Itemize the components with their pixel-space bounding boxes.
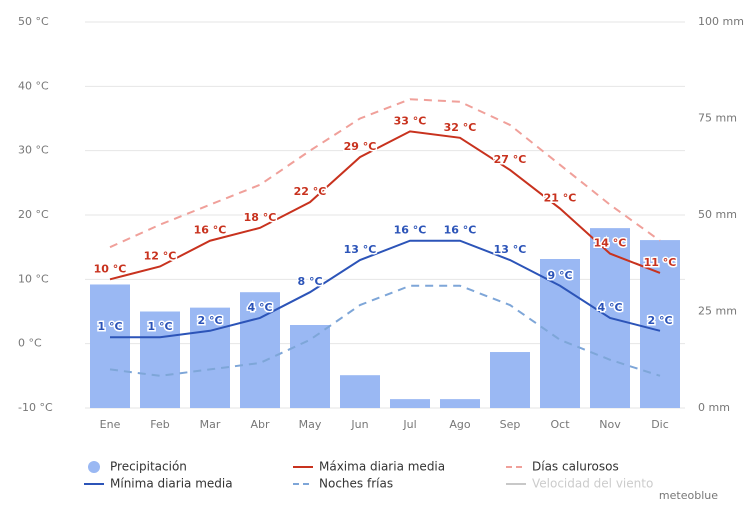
data-label: 32 °C <box>444 121 477 134</box>
y-tick-label: 20 °C <box>18 208 49 221</box>
data-label: 9 °C <box>547 269 572 282</box>
x-tick-label: Dic <box>651 418 669 431</box>
data-label: 10 °C <box>94 262 127 275</box>
precipitation-bar <box>440 399 480 408</box>
precipitation-bar <box>90 284 130 408</box>
legend-swatch <box>88 461 100 473</box>
x-tick-label: Oct <box>550 418 570 431</box>
precipitation-bar <box>140 311 180 408</box>
data-label: 13 °C <box>344 243 377 256</box>
y2-tick-label: 75 mm <box>698 112 737 125</box>
data-label: 33 °C <box>394 114 427 127</box>
y-tick-label: 30 °C <box>18 144 49 157</box>
y-tick-label: 10 °C <box>18 272 49 285</box>
precipitation-bar <box>340 375 380 408</box>
x-tick-label: Mar <box>200 418 221 431</box>
x-tick-label: Abr <box>250 418 270 431</box>
x-tick-label: Feb <box>150 418 169 431</box>
y-tick-label: 40 °C <box>18 79 49 92</box>
data-label: 14 °C <box>594 237 627 250</box>
precipitation-bar <box>190 307 230 408</box>
x-tick-label: Jul <box>402 418 416 431</box>
x-tick-label: Jun <box>350 418 368 431</box>
legend-label: Precipitación <box>110 460 187 474</box>
x-tick-label: Nov <box>599 418 621 431</box>
y-tick-label: 0 °C <box>18 337 42 350</box>
data-label: 13 °C <box>494 243 527 256</box>
data-label: 1 °C <box>97 320 122 333</box>
series-line <box>109 98 661 249</box>
data-label: 1 °C <box>147 320 172 333</box>
legend-label: Noches frías <box>319 477 393 491</box>
y-tick-label: 50 °C <box>18 15 49 28</box>
precipitation-bar <box>390 399 430 408</box>
y2-tick-label: 25 mm <box>698 305 737 318</box>
x-tick-label: Ene <box>100 418 121 431</box>
legend-label: Máxima diaria media <box>319 460 445 474</box>
data-label: 4 °C <box>247 301 272 314</box>
data-label: 29 °C <box>344 140 377 153</box>
precipitation-bar <box>490 352 530 408</box>
data-label: 4 °C <box>597 301 622 314</box>
credit: meteoblue <box>659 489 718 502</box>
data-label: 16 °C <box>394 224 427 237</box>
data-label: 2 °C <box>197 314 222 327</box>
data-label: 16 °C <box>444 224 477 237</box>
y2-tick-label: 0 mm <box>698 401 730 414</box>
data-label: 21 °C <box>544 192 577 205</box>
y-tick-label: -10 °C <box>18 401 53 414</box>
legend-label: Días calurosos <box>532 460 619 474</box>
precipitation-bar <box>540 259 580 408</box>
series-line <box>109 284 661 377</box>
data-label: 27 °C <box>494 153 527 166</box>
data-label: 11 °C <box>644 256 677 269</box>
x-tick-label: Sep <box>500 418 521 431</box>
data-label: 8 °C <box>297 275 322 288</box>
x-tick-label: Ago <box>449 418 471 431</box>
precipitation-bar <box>290 325 330 408</box>
y2-tick-label: 50 mm <box>698 208 737 221</box>
legend-label: Mínima diaria media <box>110 477 233 491</box>
data-label: 16 °C <box>194 224 227 237</box>
series-line <box>110 239 661 339</box>
data-label: 2 °C <box>647 314 672 327</box>
x-tick-label: May <box>299 418 322 431</box>
data-label: 22 °C <box>294 185 327 198</box>
y2-tick-label: 100 mm <box>698 15 744 28</box>
legend-label: Velocidad del viento <box>532 477 653 491</box>
data-label: 12 °C <box>144 249 177 262</box>
data-label: 18 °C <box>244 211 277 224</box>
series-line <box>109 130 661 281</box>
